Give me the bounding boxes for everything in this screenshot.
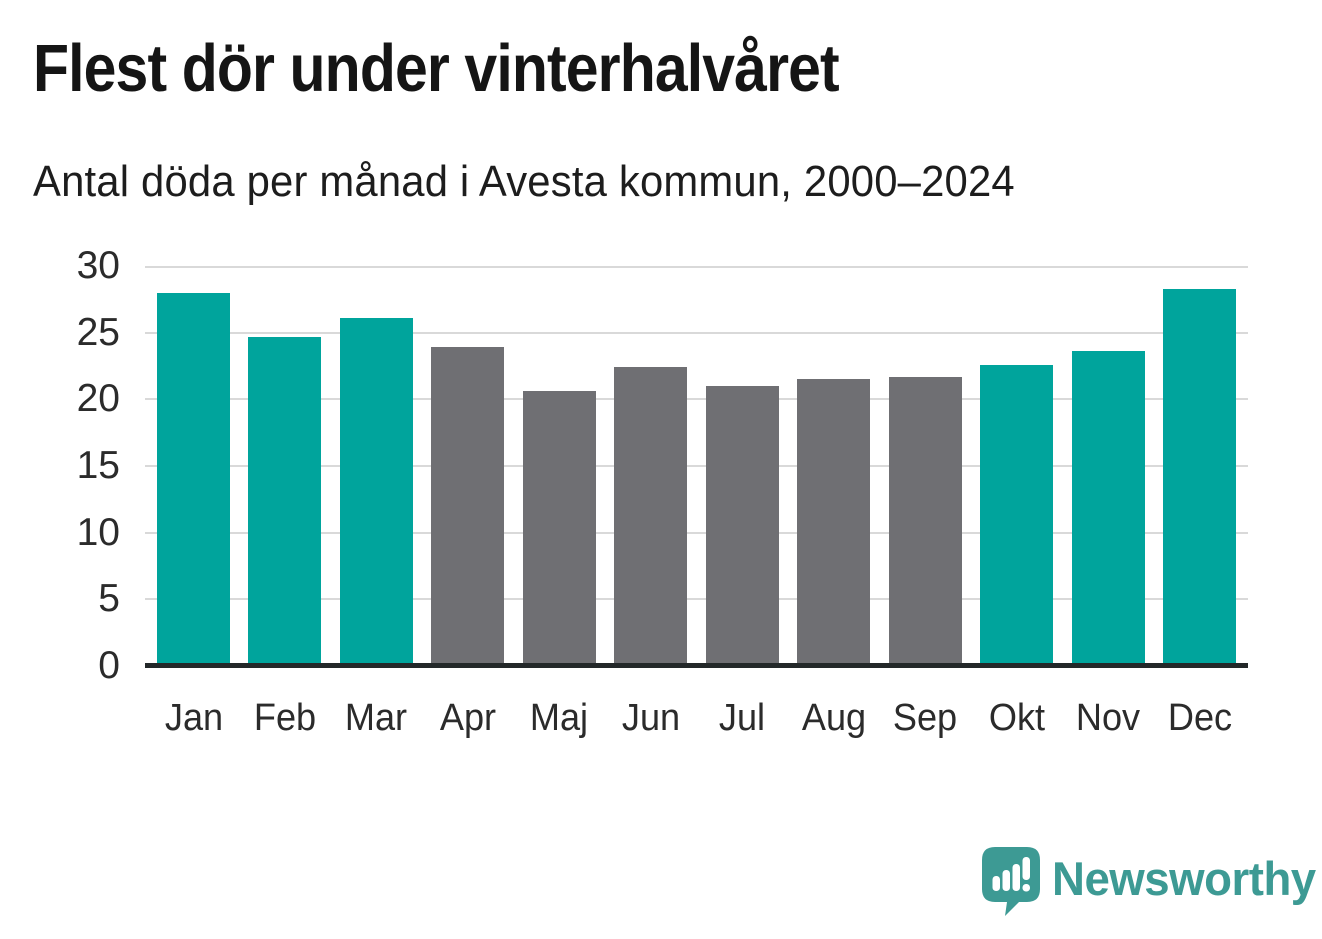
chart-subtitle: Antal döda per månad i Avesta kommun, 20… — [33, 157, 1015, 206]
gridline-15 — [145, 465, 1248, 467]
x-tick-label-jun: Jun — [621, 697, 681, 739]
bar-jan — [157, 293, 230, 666]
bar-feb — [248, 337, 321, 666]
bar-apr — [431, 347, 504, 666]
y-tick-label-25: 25 — [76, 311, 120, 354]
y-tick-label-30: 30 — [76, 244, 120, 287]
gridline-20 — [145, 398, 1248, 400]
plot-area — [145, 266, 1248, 668]
bar-maj — [523, 391, 596, 666]
x-tick-label-sep: Sep — [892, 697, 958, 739]
gridline-10 — [145, 532, 1248, 534]
y-tick-label-5: 5 — [98, 577, 120, 620]
bar-dec — [1163, 289, 1236, 666]
bar-mar — [340, 318, 413, 666]
gridline-30 — [145, 266, 1248, 268]
y-tick-label-15: 15 — [76, 444, 120, 487]
x-tick-label-okt: Okt — [988, 697, 1046, 739]
x-tick-label-dec: Dec — [1167, 697, 1233, 739]
bar-nov — [1072, 351, 1145, 666]
x-tick-label-nov: Nov — [1075, 697, 1141, 739]
bar-aug — [797, 379, 870, 666]
x-tick-label-apr: Apr — [439, 697, 497, 739]
x-tick-label-mar: Mar — [344, 697, 408, 739]
gridline-25 — [145, 332, 1248, 334]
newsworthy-logo-icon — [982, 847, 1040, 916]
bar-jul — [706, 386, 779, 666]
x-tick-label-jul: Jul — [718, 697, 766, 739]
newsworthy-logo: Newsworthy — [982, 847, 1316, 917]
bar-sep — [889, 377, 962, 666]
gridline-5 — [145, 598, 1248, 600]
x-tick-label-jan: Jan — [164, 697, 224, 739]
y-tick-label-20: 20 — [76, 377, 120, 420]
x-tick-label-feb: Feb — [253, 697, 317, 739]
x-axis-line — [145, 663, 1248, 668]
y-tick-label-0: 0 — [98, 644, 120, 687]
x-tick-label-maj: Maj — [529, 697, 589, 739]
x-tick-label-aug: Aug — [801, 697, 867, 739]
y-tick-label-10: 10 — [76, 511, 120, 554]
bar-okt — [980, 365, 1053, 666]
chart-title: Flest dör under vinterhalvåret — [33, 31, 840, 106]
newsworthy-logo-text: Newsworthy — [1052, 852, 1316, 905]
bar-jun — [614, 367, 687, 666]
